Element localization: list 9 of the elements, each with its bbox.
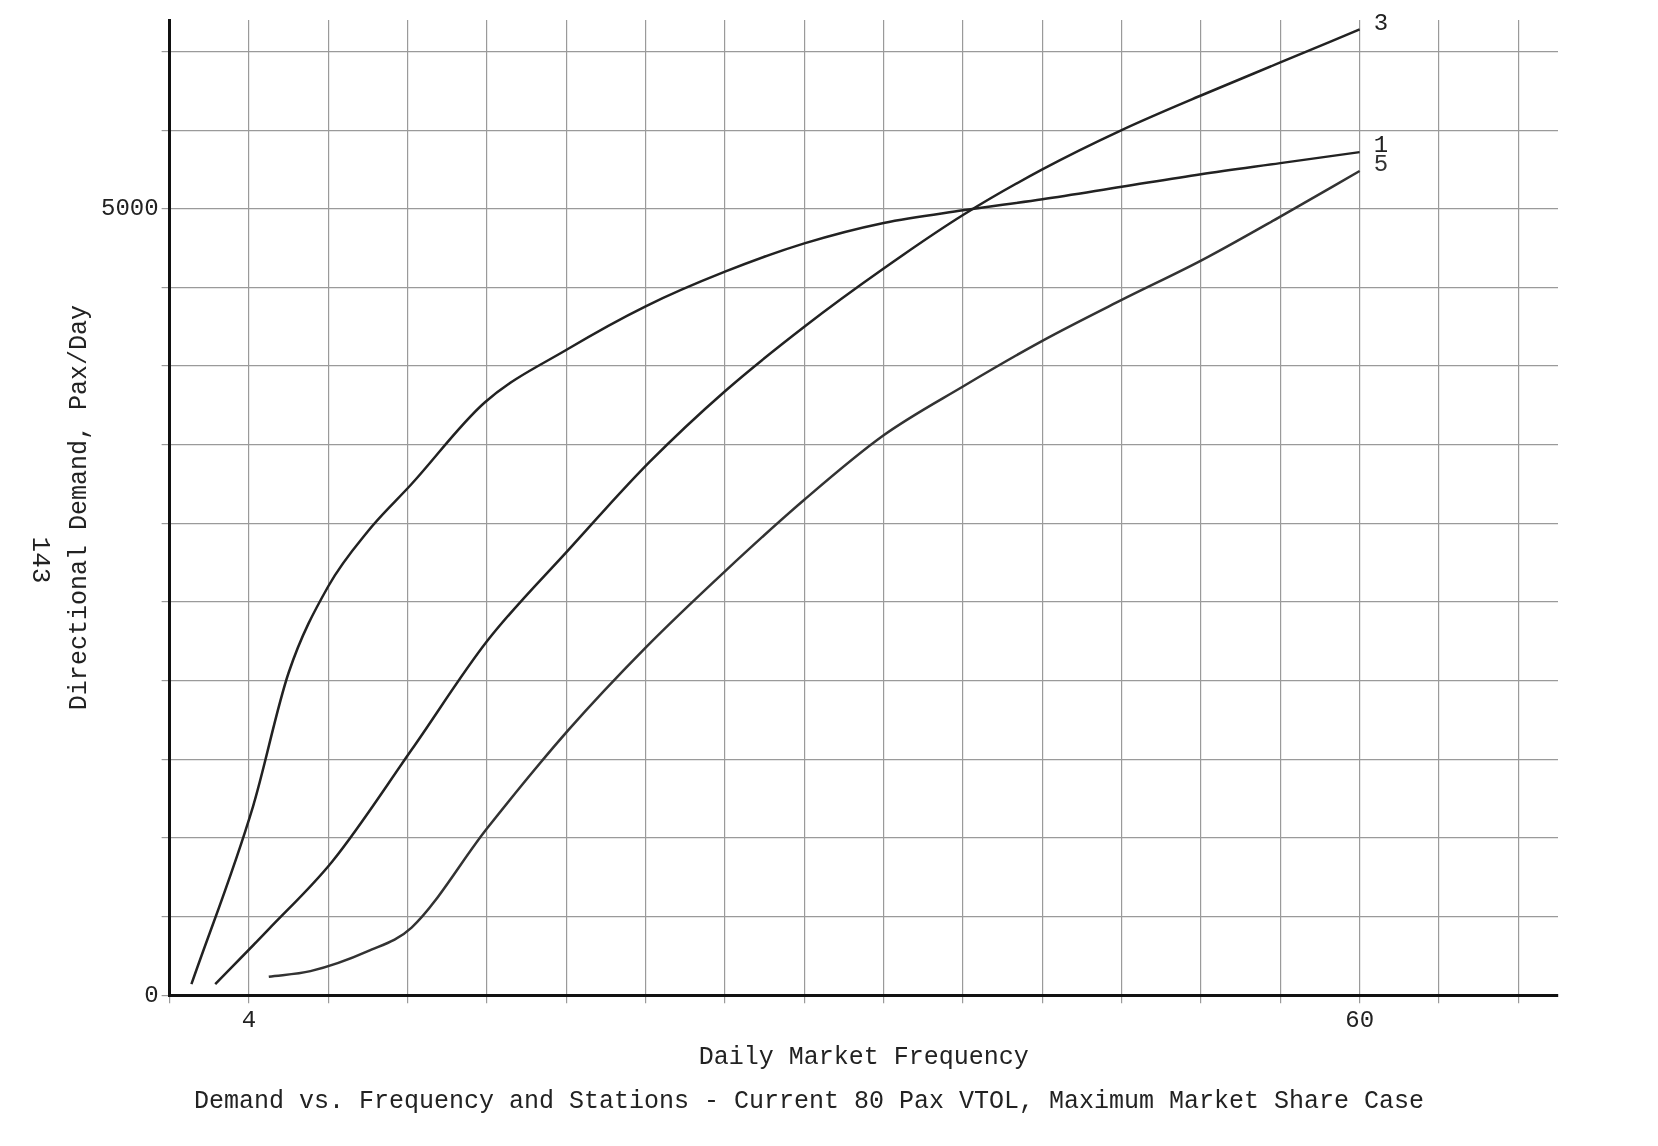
text: 143 <box>25 536 56 584</box>
y-tick-label: 5000 <box>101 195 159 223</box>
x-tick-label: 4 <box>241 1006 257 1034</box>
series-label: 3 <box>1373 9 1389 37</box>
text: Demand vs. Frequency and Stations - Current 80 Pax VTOL, Maximum Market Share Case <box>193 1086 1425 1116</box>
y-tick-label: 0 <box>144 981 159 1009</box>
x-axis-title: Daily Market Frequency <box>698 1042 1029 1072</box>
y-axis-title: Directional Demand, Pax/Day <box>64 305 94 711</box>
x-tick-label: 60 <box>1345 1006 1375 1034</box>
